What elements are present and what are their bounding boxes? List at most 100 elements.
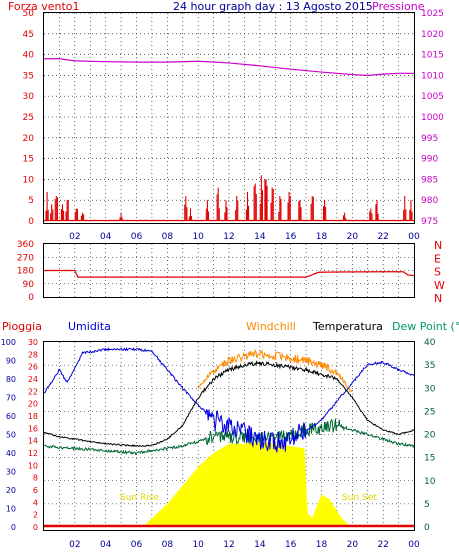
hour-tick-label-top: 06 bbox=[131, 232, 143, 242]
humidity-tick-label: 10 bbox=[6, 505, 16, 514]
rain-tick-label: 12 bbox=[28, 449, 38, 458]
hour-tick-label-top: 22 bbox=[377, 232, 388, 242]
legend-humidity: Umidita bbox=[68, 320, 111, 333]
direction-tick-label: 360 bbox=[17, 240, 34, 250]
pressure-tick-label: 1005 bbox=[421, 92, 444, 102]
hour-tick-label-top: 10 bbox=[192, 232, 204, 242]
pressure-tick-label: 1000 bbox=[421, 113, 444, 123]
humidity-tick-label: 70 bbox=[6, 394, 16, 403]
compass-label: E bbox=[434, 252, 441, 265]
hour-tick-label-bottom: 10 bbox=[192, 540, 204, 550]
temp-tick-label: 40 bbox=[424, 338, 436, 348]
wind-tick-label: 15 bbox=[23, 155, 34, 165]
pressure-tick-label: 1015 bbox=[421, 51, 444, 61]
hour-tick-label-bottom: 20 bbox=[347, 540, 359, 550]
humidity-tick-label: 50 bbox=[6, 431, 16, 440]
wind-tick-label: 40 bbox=[23, 51, 35, 61]
rain-tick-label: 0 bbox=[33, 523, 38, 532]
temp-tick-label: 20 bbox=[424, 431, 436, 441]
humidity-tick-label: 100 bbox=[1, 338, 16, 347]
wind-tick-label: 5 bbox=[28, 196, 34, 206]
hour-tick-label-top: 08 bbox=[162, 232, 174, 242]
compass-label: N bbox=[434, 239, 442, 252]
humidity-line bbox=[43, 347, 415, 453]
wind-direction-line bbox=[44, 269, 415, 278]
hour-tick-label-top: 00 bbox=[408, 232, 420, 242]
hour-tick-label-bottom: 22 bbox=[377, 540, 388, 550]
dew-point-line bbox=[43, 418, 415, 456]
rain-tick-label: 14 bbox=[28, 437, 38, 446]
pressure-tick-label: 1025 bbox=[421, 9, 444, 19]
wind-tick-label: 25 bbox=[23, 113, 34, 123]
page-title: 24 hour graph day : 13 Agosto 2015 bbox=[173, 0, 373, 13]
sun-rise-label: Sun Rise bbox=[120, 493, 159, 503]
windchill-line bbox=[197, 348, 353, 393]
wind-tick-label: 0 bbox=[28, 217, 34, 227]
compass-label: W bbox=[434, 279, 445, 292]
temp-tick-label: 15 bbox=[424, 454, 435, 464]
rain-tick-label: 26 bbox=[28, 363, 38, 372]
sun-set-label: Sun Set bbox=[342, 493, 377, 503]
pressure-tick-label: 985 bbox=[421, 175, 438, 185]
rain-tick-label: 18 bbox=[28, 412, 38, 421]
pressure-tick-label: 1020 bbox=[421, 30, 444, 40]
pressure-tick-label: 980 bbox=[421, 196, 438, 206]
direction-tick-label: 90 bbox=[23, 280, 35, 290]
rain-tick-label: 10 bbox=[28, 461, 38, 470]
humidity-tick-label: 60 bbox=[6, 412, 16, 421]
pressure-tick-label: 975 bbox=[421, 217, 438, 227]
rain-tick-label: 16 bbox=[28, 424, 38, 433]
humidity-tick-label: 30 bbox=[6, 468, 16, 477]
hour-tick-label-bottom: 16 bbox=[285, 540, 297, 550]
wind-tick-label: 20 bbox=[23, 134, 35, 144]
hour-tick-label-top: 14 bbox=[254, 232, 266, 242]
hour-tick-label-bottom: 12 bbox=[223, 540, 234, 550]
direction-tick-label: 270 bbox=[17, 253, 34, 263]
legend-rain: Pioggia bbox=[2, 320, 42, 333]
hour-tick-label-bottom: 06 bbox=[131, 540, 143, 550]
humidity-tick-label: 80 bbox=[6, 375, 16, 384]
rain-tick-label: 28 bbox=[28, 350, 38, 359]
hour-tick-label-top: 02 bbox=[69, 232, 80, 242]
humidity-tick-label: 0 bbox=[11, 523, 16, 532]
rain-tick-label: 20 bbox=[28, 400, 38, 409]
pressure-tick-label: 995 bbox=[421, 134, 438, 144]
hour-tick-label-bottom: 04 bbox=[100, 540, 112, 550]
pressure-tick-label: 1010 bbox=[421, 71, 444, 81]
hour-tick-label-bottom: 18 bbox=[316, 540, 328, 550]
wind-tick-label: 30 bbox=[23, 92, 35, 102]
hour-tick-label-bottom: 14 bbox=[254, 540, 266, 550]
legend-windchill: Windchill bbox=[246, 320, 296, 333]
rain-tick-label: 6 bbox=[33, 486, 38, 495]
temperature-line bbox=[43, 360, 415, 448]
rain-tick-label: 30 bbox=[28, 338, 38, 347]
temp-tick-label: 35 bbox=[424, 361, 435, 371]
compass-label: N bbox=[434, 292, 442, 305]
temp-tick-label: 30 bbox=[424, 384, 436, 394]
wind-tick-label: 45 bbox=[23, 30, 34, 40]
wind-tick-label: 35 bbox=[23, 71, 34, 81]
direction-tick-label: 180 bbox=[17, 267, 34, 277]
rain-tick-label: 2 bbox=[33, 511, 38, 520]
legend-dew-point: Dew Point (°C bbox=[392, 320, 459, 333]
rain-tick-label: 4 bbox=[33, 498, 38, 507]
hour-tick-label-top: 18 bbox=[316, 232, 328, 242]
hour-tick-label-bottom: 00 bbox=[408, 540, 420, 550]
humidity-tick-label: 20 bbox=[6, 486, 16, 495]
wind-speed-label: Forza vento1 bbox=[8, 0, 80, 13]
hour-tick-label-top: 16 bbox=[285, 232, 297, 242]
rain-tick-label: 8 bbox=[33, 474, 38, 483]
rain-tick-label: 24 bbox=[28, 375, 38, 384]
compass-label: S bbox=[434, 266, 441, 279]
temp-tick-label: 25 bbox=[424, 407, 435, 417]
hour-tick-label-bottom: 02 bbox=[69, 540, 80, 550]
pressure-tick-label: 990 bbox=[421, 155, 438, 165]
rain-tick-label: 22 bbox=[28, 387, 38, 396]
wind-tick-label: 10 bbox=[23, 175, 35, 185]
legend-temperature: Temperatura bbox=[312, 320, 383, 333]
humidity-tick-label: 90 bbox=[6, 357, 16, 366]
temp-tick-label: 5 bbox=[424, 500, 430, 510]
solar-area bbox=[142, 441, 351, 527]
hour-tick-label-top: 12 bbox=[223, 232, 234, 242]
